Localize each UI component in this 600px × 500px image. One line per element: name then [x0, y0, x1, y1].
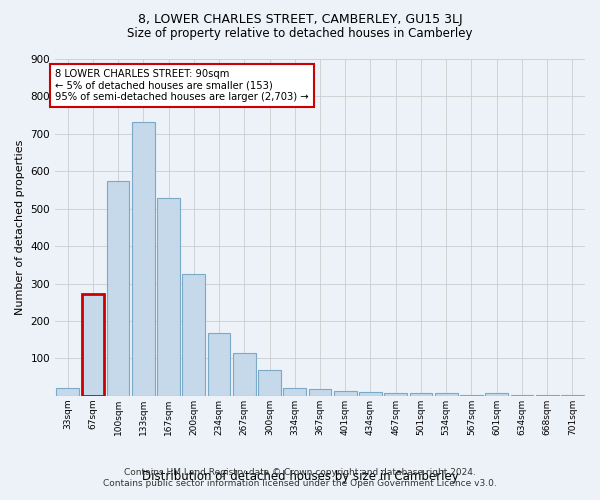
Bar	[485, 393, 508, 396]
Bar	[258, 370, 281, 396]
Bar	[107, 180, 130, 396]
Bar	[132, 122, 155, 396]
Bar	[56, 388, 79, 396]
Bar	[82, 294, 104, 396]
Bar	[308, 389, 331, 396]
Bar	[283, 388, 306, 396]
Bar	[435, 393, 458, 396]
Bar	[359, 392, 382, 396]
Bar	[208, 333, 230, 396]
Text: 8, LOWER CHARLES STREET, CAMBERLEY, GU15 3LJ: 8, LOWER CHARLES STREET, CAMBERLEY, GU15…	[137, 12, 463, 26]
Bar	[410, 393, 433, 396]
Bar	[157, 198, 180, 396]
Text: Distribution of detached houses by size in Camberley: Distribution of detached houses by size …	[142, 470, 458, 483]
Text: 8 LOWER CHARLES STREET: 90sqm
← 5% of detached houses are smaller (153)
95% of s: 8 LOWER CHARLES STREET: 90sqm ← 5% of de…	[55, 69, 308, 102]
Text: Size of property relative to detached houses in Camberley: Size of property relative to detached ho…	[127, 28, 473, 40]
Bar	[334, 392, 356, 396]
Bar	[233, 353, 256, 396]
Bar	[182, 274, 205, 396]
Text: Contains HM Land Registry data © Crown copyright and database right 2024.
Contai: Contains HM Land Registry data © Crown c…	[103, 468, 497, 487]
Y-axis label: Number of detached properties: Number of detached properties	[15, 140, 25, 315]
Bar	[385, 393, 407, 396]
